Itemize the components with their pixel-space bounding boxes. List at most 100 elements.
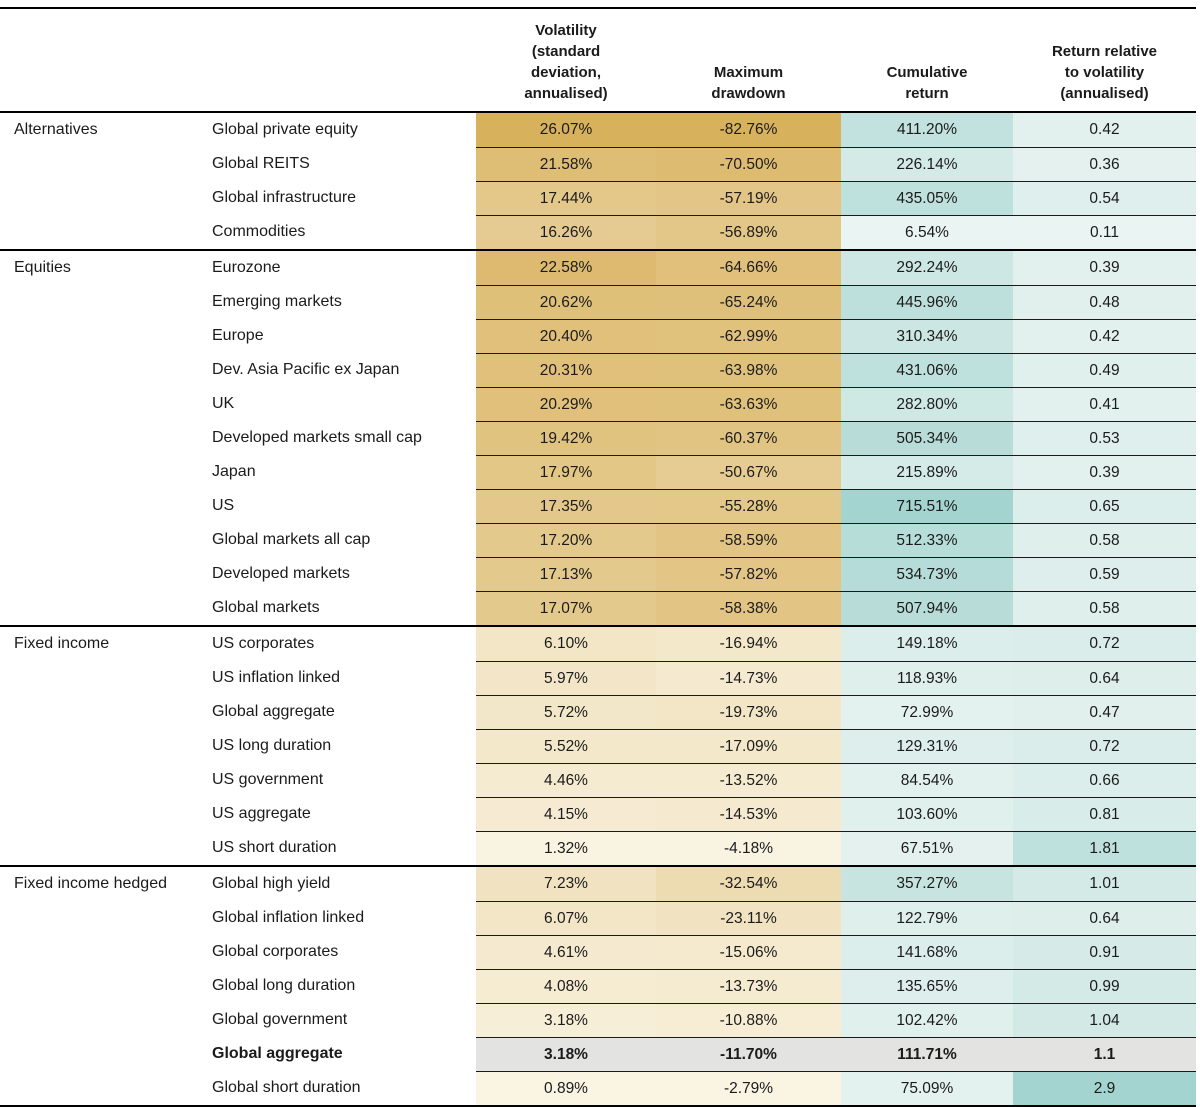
- table-row: Japan 17.97% -50.67% 215.89% 0.39: [0, 455, 1196, 489]
- volatility-cell: 7.23%: [476, 867, 656, 901]
- drawdown-cell: -17.09%: [656, 729, 841, 763]
- asset-label: US corporates: [212, 635, 315, 652]
- table-row: US aggregate 4.15% -14.53% 103.60% 0.81: [0, 797, 1196, 831]
- asset-label: US government: [212, 771, 324, 788]
- group-label: [0, 661, 210, 695]
- cumulative-return-cell: 215.89%: [841, 455, 1013, 489]
- performance-table: Volatility (standard deviation, annualis…: [0, 7, 1196, 1107]
- volatility-cell: 19.42%: [476, 421, 656, 455]
- asset-label: Global short duration: [212, 1079, 361, 1096]
- table-row: Global markets all cap 17.20% -58.59% 512.3…: [0, 523, 1196, 557]
- asset-label: Global government: [212, 1011, 348, 1028]
- group-label: [0, 831, 210, 865]
- cumulative-return-cell: 135.65%: [841, 969, 1013, 1003]
- group-label: [0, 421, 210, 455]
- return-relative-cell: 0.42: [1013, 319, 1196, 353]
- volatility-cell: 3.18%: [476, 1037, 656, 1071]
- group-label: [0, 729, 210, 763]
- asset-label: US aggregate: [212, 805, 311, 822]
- drawdown-cell: -57.19%: [656, 181, 841, 215]
- drawdown-cell: -19.73%: [656, 695, 841, 729]
- cumulative-return-cell: 67.51%: [841, 831, 1013, 865]
- asset-label: Global inflation linked: [212, 909, 365, 926]
- asset-label: Europe: [212, 327, 264, 344]
- drawdown-cell: -63.63%: [656, 387, 841, 421]
- asset-label: Global markets: [212, 599, 320, 616]
- volatility-cell: 5.72%: [476, 695, 656, 729]
- table-row: US 17.35% -55.28% 715.51% 0.65: [0, 489, 1196, 523]
- cumulative-return-cell: 445.96%: [841, 285, 1013, 319]
- drawdown-cell: -56.89%: [656, 215, 841, 249]
- drawdown-cell: -55.28%: [656, 489, 841, 523]
- table-row: US inflation linked 5.97% -14.73% 118.93% 0.…: [0, 661, 1196, 695]
- volatility-cell: 21.58%: [476, 147, 656, 181]
- asset-label: Developed markets: [212, 565, 350, 582]
- table-row: Dev. Asia Pacific ex Japan 20.31% -63.98% 4…: [0, 353, 1196, 387]
- group-label: [0, 763, 210, 797]
- asset-label: Global private equity: [212, 121, 358, 138]
- volatility-cell: 17.44%: [476, 181, 656, 215]
- drawdown-cell: -14.73%: [656, 661, 841, 695]
- cumulative-return-cell: 357.27%: [841, 867, 1013, 901]
- drawdown-cell: -23.11%: [656, 901, 841, 935]
- table-row: Global short duration 0.89% -2.79% 75.09% 2.…: [0, 1071, 1196, 1105]
- return-relative-cell: 0.47: [1013, 695, 1196, 729]
- drawdown-cell: -15.06%: [656, 935, 841, 969]
- table-row: Equities Eurozone 22.58% -64.66% 292.24% 0.39: [0, 249, 1196, 285]
- volatility-cell: 17.20%: [476, 523, 656, 557]
- return-relative-cell: 0.81: [1013, 797, 1196, 831]
- group-label: [0, 901, 210, 935]
- return-relative-cell: 0.72: [1013, 729, 1196, 763]
- asset-label: US inflation linked: [212, 669, 341, 686]
- table-row: Developed markets small cap 19.42% -60.37%…: [0, 421, 1196, 455]
- volatility-cell: 6.07%: [476, 901, 656, 935]
- cumulative-return-cell: 84.54%: [841, 763, 1013, 797]
- return-relative-cell: 0.41: [1013, 387, 1196, 421]
- group-label: [0, 523, 210, 557]
- drawdown-cell: -82.76%: [656, 113, 841, 147]
- drawdown-cell: -57.82%: [656, 557, 841, 591]
- header-spacer-group: [0, 104, 210, 111]
- cumulative-return-cell: 505.34%: [841, 421, 1013, 455]
- table-row: Alternatives Global private equity 26.07% -…: [0, 111, 1196, 147]
- group-label: [0, 455, 210, 489]
- table-row: Global aggregate 3.18% -11.70% 111.71% 1.1: [0, 1037, 1196, 1071]
- volatility-cell: 1.32%: [476, 831, 656, 865]
- return-relative-cell: 0.58: [1013, 523, 1196, 557]
- return-relative-cell: 0.66: [1013, 763, 1196, 797]
- cumulative-return-cell: 149.18%: [841, 627, 1013, 661]
- volatility-cell: 20.40%: [476, 319, 656, 353]
- cumulative-return-cell: 111.71%: [841, 1037, 1013, 1071]
- asset-label: Global long duration: [212, 977, 356, 994]
- table-row: Global inflation linked 6.07% -23.11% 122.7…: [0, 901, 1196, 935]
- drawdown-cell: -64.66%: [656, 251, 841, 285]
- cumulative-return-cell: 292.24%: [841, 251, 1013, 285]
- table-row: Fixed income hedged Global high yield 7.23…: [0, 865, 1196, 901]
- volatility-cell: 20.31%: [476, 353, 656, 387]
- group-label: [0, 1071, 210, 1105]
- cumulative-return-cell: 122.79%: [841, 901, 1013, 935]
- drawdown-cell: -62.99%: [656, 319, 841, 353]
- header-return-relative: Return relative to volatility (annualise…: [1051, 43, 1158, 102]
- return-relative-cell: 0.91: [1013, 935, 1196, 969]
- return-relative-cell: 0.49: [1013, 353, 1196, 387]
- table-row: US government 4.46% -13.52% 84.54% 0.66: [0, 763, 1196, 797]
- volatility-cell: 17.97%: [476, 455, 656, 489]
- asset-label: Global infrastructure: [212, 189, 357, 206]
- cumulative-return-cell: 103.60%: [841, 797, 1013, 831]
- drawdown-cell: -2.79%: [656, 1071, 841, 1105]
- volatility-cell: 22.58%: [476, 251, 656, 285]
- cumulative-return-cell: 129.31%: [841, 729, 1013, 763]
- group-label: [0, 935, 210, 969]
- drawdown-cell: -63.98%: [656, 353, 841, 387]
- group-label: [0, 695, 210, 729]
- table-row: Global corporates 4.61% -15.06% 141.68% 0.91: [0, 935, 1196, 969]
- drawdown-cell: -14.53%: [656, 797, 841, 831]
- return-relative-cell: 0.11: [1013, 215, 1196, 249]
- table-row: Europe 20.40% -62.99% 310.34% 0.42: [0, 319, 1196, 353]
- volatility-cell: 20.29%: [476, 387, 656, 421]
- table-body: Alternatives Global private equity 26.07% -…: [0, 111, 1196, 1105]
- table-row: UK 20.29% -63.63% 282.80% 0.41: [0, 387, 1196, 421]
- group-label: [0, 489, 210, 523]
- asset-label: Global aggregate: [212, 1045, 343, 1062]
